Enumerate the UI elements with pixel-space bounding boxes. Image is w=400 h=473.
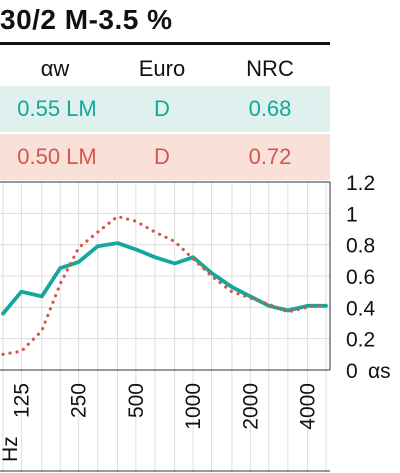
table-row: 0.55 LM D 0.68 — [0, 86, 330, 132]
table-header-row: αw Euro NRC — [0, 46, 330, 92]
y-tick-label: 0.4 — [346, 297, 376, 320]
series-line-2 — [1, 214, 328, 356]
y-unit-label: αs — [368, 360, 391, 383]
y-tick-label: 0.2 — [346, 329, 375, 352]
x-tick-label: 500 — [125, 383, 148, 418]
x-unit-label: Hz — [0, 436, 22, 462]
y-tick-label: 1.2 — [346, 172, 375, 195]
table-row: 0.50 LM D 0.72 — [0, 134, 330, 180]
y-tick-label: 1 — [346, 203, 358, 226]
x-tick-label: 250 — [68, 383, 91, 418]
y-tick-label: 0.8 — [346, 235, 375, 258]
title-rule — [0, 42, 330, 45]
x-tick-label: 4000 — [297, 383, 320, 430]
cell-euro: D — [154, 96, 170, 121]
page-title: 30/2 M-3.5 % — [0, 4, 173, 35]
y-tick-label: 0.6 — [346, 266, 375, 289]
x-tick-label: 125 — [10, 383, 33, 418]
x-tick-label: 2000 — [239, 383, 262, 430]
y-tick-label: 0 — [346, 360, 358, 383]
cell-nrc: 0.68 — [248, 96, 292, 121]
cell-aw: 0.50 LM — [17, 144, 97, 169]
series-line-1 — [1, 241, 328, 316]
x-tick-label: 1000 — [182, 383, 205, 430]
header-aw: αw — [40, 56, 70, 81]
cell-aw: 0.55 LM — [17, 96, 97, 121]
cell-nrc: 0.72 — [248, 144, 292, 169]
cell-euro: D — [154, 144, 170, 169]
header-euro: Euro — [138, 56, 186, 81]
header-nrc: NRC — [246, 56, 294, 81]
